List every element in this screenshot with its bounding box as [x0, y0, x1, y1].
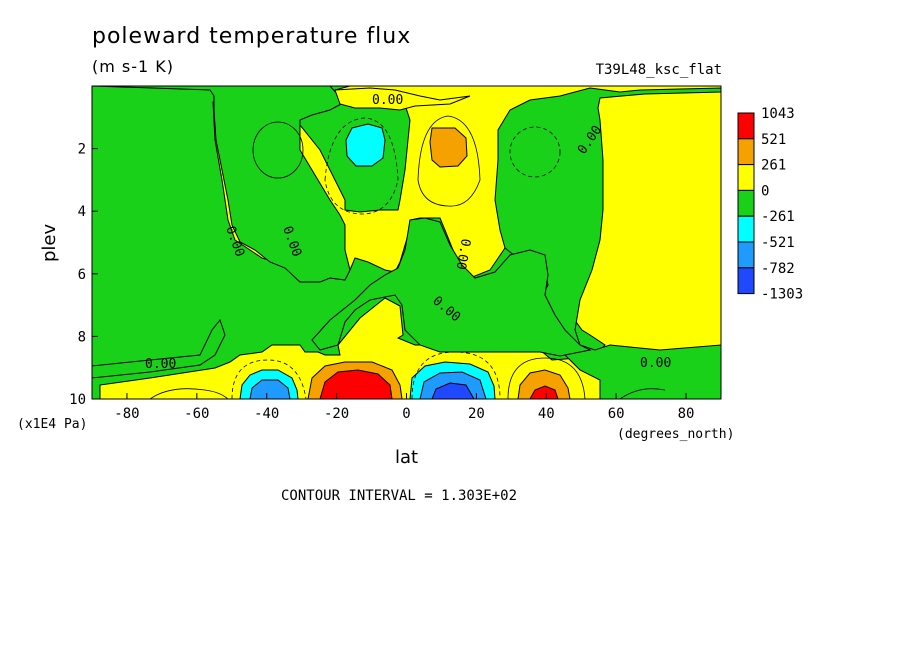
positive-core-20s	[319, 369, 393, 400]
negative-region-center	[311, 217, 592, 357]
x-units-label: (degrees_north)	[617, 427, 734, 442]
axes: -80 -60 -40 -20 0 20 40 60 80 2 4 6 8 10	[69, 142, 694, 422]
y-tick-label: 4	[78, 204, 86, 220]
contour-label: 0.00	[640, 356, 671, 371]
colorbar-label: 261	[761, 158, 786, 174]
contour-label: 0.00	[372, 93, 403, 108]
x-tick-label: 80	[678, 406, 695, 422]
colorbar-label: -521	[761, 235, 795, 251]
y-tick-label: 10	[69, 392, 86, 408]
x-tick-label: 40	[538, 406, 555, 422]
colorbar-label: 1043	[761, 106, 795, 122]
x-tick-label: -20	[324, 406, 349, 422]
plot-area: 0.00 0.00 0.00 0.00 0.00 0.00 0.00 0.00	[91, 85, 722, 400]
run-label: T39L48_ksc_flat	[595, 62, 722, 78]
y-tick-label: 6	[78, 267, 86, 283]
strong-negative-upper	[345, 123, 386, 167]
colorbar: 1043 521 261 0 -261 -521 -782 -1303	[737, 106, 803, 303]
colorbar-swatch	[737, 241, 755, 269]
positive-lobe-40n	[517, 369, 571, 400]
x-tick-label: -60	[184, 406, 209, 422]
colorbar-label: 0	[761, 183, 769, 199]
colorbar-label: -782	[761, 261, 795, 277]
x-tick-label: -80	[114, 406, 139, 422]
negative-region-left	[91, 85, 351, 379]
x-tick-label: 60	[608, 406, 625, 422]
x-tick-label: 0	[402, 406, 410, 422]
x-tick-label: 20	[468, 406, 485, 422]
contour-label: 0.00	[145, 357, 176, 372]
contour-interval-note: CONTOUR INTERVAL = 1.303E+02	[281, 488, 518, 504]
y-axis-label: plev	[39, 223, 60, 262]
colorbar-swatch	[737, 189, 755, 217]
chart-units: (m s-1 K)	[92, 57, 175, 76]
colorbar-swatch	[737, 267, 755, 295]
y-tick-label: 8	[78, 329, 86, 345]
positive-region-top-center	[334, 87, 471, 111]
contour-label: 0.00	[453, 237, 473, 270]
colorbar-label: -1303	[761, 287, 803, 303]
colorbar-swatch	[737, 164, 755, 191]
colorbar-swatch	[737, 112, 755, 140]
colorbar-label: 521	[761, 132, 786, 148]
contour-lines	[149, 115, 666, 400]
y-units-label: (x1E4 Pa)	[17, 417, 87, 432]
colorbar-swatch	[737, 215, 755, 243]
colorbar-label: -261	[761, 209, 795, 225]
strong-positive-upper	[429, 127, 468, 168]
x-axis-label: lat	[395, 447, 418, 468]
x-tick-label: -40	[254, 406, 279, 422]
chart-title: poleward temperature flux	[92, 24, 412, 49]
y-tick-label: 2	[78, 142, 86, 158]
colorbar-swatch	[737, 138, 755, 166]
